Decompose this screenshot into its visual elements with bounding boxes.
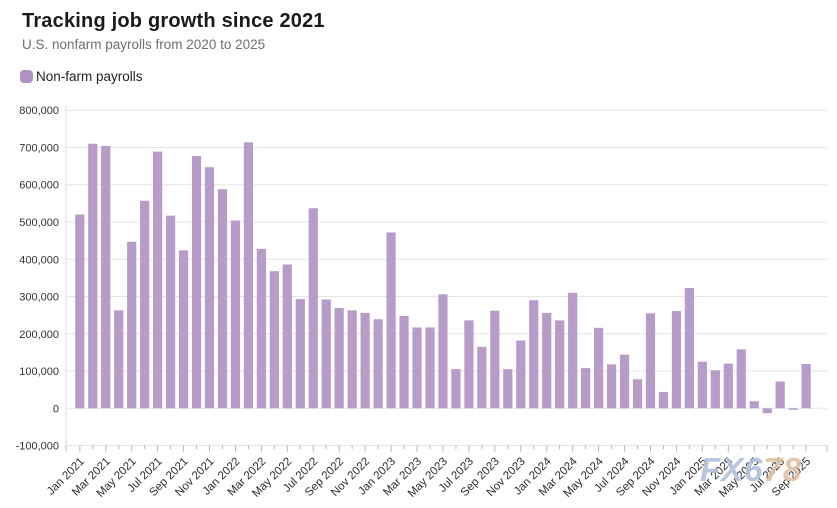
bar[interactable]: Jun 2025: -13,000 <box>762 408 772 414</box>
bar[interactable]: Jul 2024: 144,000 <box>619 354 630 409</box>
y-tick-label: 500,000 <box>19 217 59 229</box>
bar[interactable]: Apr 2021: 263,000 <box>114 310 124 409</box>
y-tick-label: 100,000 <box>19 366 59 378</box>
y-tick-label: 200,000 <box>19 329 59 341</box>
bar[interactable]: Jan 2025: 125,000 <box>697 361 707 409</box>
bar[interactable]: Sep 2023: 262,000 <box>490 310 500 409</box>
bar[interactable]: Jun 2021: 557,000 <box>140 200 150 409</box>
bar[interactable]: Aug 2023: 165,000 <box>477 346 487 409</box>
bar[interactable]: May 2023: 306,000 <box>438 294 448 409</box>
bar[interactable]: Apr 2022: 368,000 <box>269 271 279 409</box>
y-tick-label: -100,000 <box>16 441 59 453</box>
legend-item-nonfarm-payrolls[interactable]: Non-farm payrolls <box>20 69 143 84</box>
bar[interactable]: Jan 2024: 256,000 <box>542 312 552 409</box>
bar[interactable]: Jul 2022: 537,000 <box>308 208 318 409</box>
bar[interactable]: Mar 2022: 428,000 <box>256 248 266 409</box>
bar[interactable]: Apr 2024: 108,000 <box>581 368 591 409</box>
y-tick-label: 300,000 <box>19 292 59 304</box>
bar[interactable]: Mar 2023: 217,000 <box>412 327 422 409</box>
bar[interactable]: Feb 2021: 710,000 <box>88 143 98 409</box>
bar[interactable]: Sep 2025: 119,000 <box>801 363 811 409</box>
bar[interactable]: Mar 2024: 310,000 <box>568 292 578 409</box>
bar[interactable]: Nov 2021: 647,000 <box>204 167 215 409</box>
bar[interactable]: Mar 2021: 704,000 <box>101 145 111 409</box>
bar[interactable]: Jun 2024: 118,000 <box>606 364 617 409</box>
bar[interactable]: Feb 2022: 714,000 <box>243 142 254 409</box>
bar[interactable]: Sep 2021: 424,000 <box>178 250 189 409</box>
y-tick-label: 800,000 <box>19 105 59 117</box>
bar[interactable]: Oct 2021: 677,000 <box>191 156 202 409</box>
bar[interactable]: Jan 2021: 520,000 <box>75 214 85 409</box>
bar[interactable]: Sep 2024: 255,000 <box>645 313 656 409</box>
bar[interactable]: Apr 2025: 158,000 <box>736 349 746 409</box>
bar[interactable]: Nov 2022: 256,000 <box>360 312 370 409</box>
y-tick-label: 400,000 <box>19 254 59 266</box>
bar[interactable]: Feb 2025: 102,000 <box>710 370 720 409</box>
legend-swatch-icon <box>20 70 33 83</box>
bar[interactable]: May 2021: 447,000 <box>127 241 137 409</box>
bar[interactable]: Jul 2021: 689,000 <box>153 151 163 409</box>
bar[interactable]: Aug 2021: 517,000 <box>165 215 176 409</box>
bar[interactable]: Feb 2024: 236,000 <box>555 320 565 409</box>
y-tick-label: 0 <box>53 403 59 415</box>
bar[interactable]: Mar 2025: 120,000 <box>723 363 733 409</box>
bar[interactable]: Jan 2023: 472,000 <box>386 232 396 409</box>
page-subtitle: U.S. nonfarm payrolls from 2020 to 2025 <box>22 37 266 52</box>
bar[interactable]: Jul 2025: 72,000 <box>775 381 785 409</box>
bar[interactable]: Dec 2024: 323,000 <box>684 287 694 409</box>
bar[interactable]: Jun 2023: 105,000 <box>451 369 461 409</box>
page-title: Tracking job growth since 2021 <box>22 10 325 32</box>
bar[interactable]: Nov 2023: 182,000 <box>516 340 526 409</box>
y-tick-label: 600,000 <box>19 180 59 192</box>
bar[interactable]: Oct 2024: 44,000 <box>658 391 669 409</box>
bar[interactable]: Oct 2022: 263,000 <box>347 310 357 409</box>
bar[interactable]: May 2025: 19,000 <box>749 401 759 409</box>
bar[interactable]: Jun 2022: 293,000 <box>295 299 305 409</box>
bar[interactable]: Sep 2022: 269,000 <box>334 308 344 409</box>
bar[interactable]: Oct 2023: 105,000 <box>503 369 513 409</box>
bar[interactable]: Aug 2024: 78,000 <box>632 379 643 409</box>
legend-label: Non-farm payrolls <box>36 69 143 84</box>
bar[interactable]: May 2022: 386,000 <box>282 264 292 409</box>
bar[interactable]: Aug 2022: 292,000 <box>321 299 331 409</box>
y-tick-label: 700,000 <box>19 142 59 154</box>
bar[interactable]: Nov 2024: 261,000 <box>671 311 682 409</box>
bar[interactable]: May 2024: 216,000 <box>594 327 604 409</box>
bar[interactable]: Aug 2025: -4,000 <box>788 408 798 410</box>
bar[interactable]: Jul 2023: 236,000 <box>464 320 474 409</box>
bar[interactable]: Feb 2023: 248,000 <box>399 315 409 409</box>
bar[interactable]: Dec 2023: 290,000 <box>529 300 539 409</box>
bar[interactable]: Jan 2022: 504,000 <box>230 220 241 409</box>
bar[interactable]: Dec 2021: 588,000 <box>217 189 228 409</box>
bar[interactable]: Dec 2022: 239,000 <box>373 319 383 409</box>
bar[interactable]: Apr 2023: 217,000 <box>425 327 435 409</box>
